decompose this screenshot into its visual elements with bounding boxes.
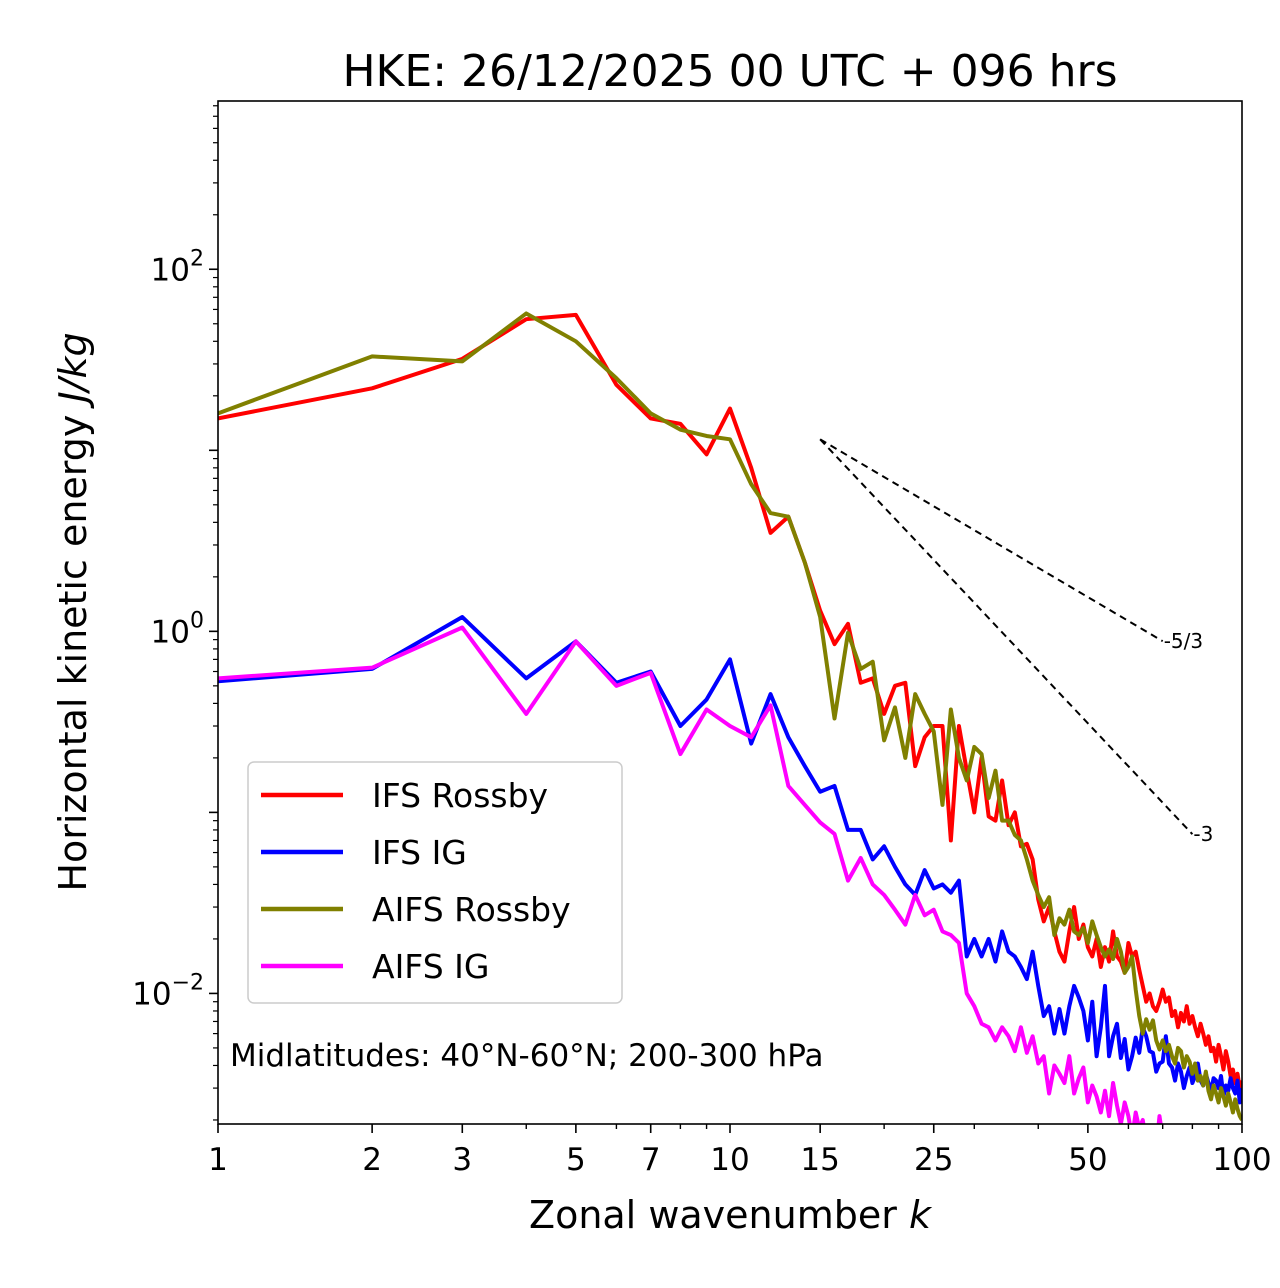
x-tick-label: 2 (362, 1142, 382, 1178)
y-axis-label: Horizontal kinetic energy J/kg (51, 332, 95, 891)
x-tick-label: 50 (1068, 1142, 1107, 1178)
legend-label-0: IFS Rossby (372, 776, 548, 815)
y-tick-base: 10 (132, 976, 171, 1012)
reference-line-label-0: -5/3 (1164, 629, 1203, 653)
x-axis-label: Zonal wavenumber k (529, 1193, 933, 1237)
y-tick-label: 102 (151, 246, 204, 288)
y-axis-label-text: Horizontal kinetic energy (51, 415, 95, 892)
x-tick-label: 5 (566, 1142, 586, 1178)
series-layer (218, 311, 1242, 1124)
x-axis-ticks: 1 2 3 5 7 10 15 25 50 100 (208, 1124, 1272, 1178)
y-axis-label-units: J/kg (51, 332, 95, 409)
x-tick-label: 10 (710, 1142, 749, 1178)
y-tick-exponent: 2 (190, 246, 204, 271)
legend: IFS Rossby IFS IG AIFS Rossby AIFS IG (247, 761, 623, 1004)
x-tick-label: 7 (641, 1142, 661, 1178)
series-line-2 (218, 311, 1242, 1121)
y-tick-exponent: 0 (190, 608, 204, 633)
legend-label-1: IFS IG (372, 833, 467, 872)
series-line-3 (218, 625, 1163, 1124)
legend-box (247, 761, 623, 1004)
reference-line-1 (819, 438, 1194, 835)
x-tick-label: 100 (1212, 1142, 1271, 1178)
x-tick-label: 1 (208, 1142, 228, 1178)
reference-line-0 (819, 438, 1164, 643)
x-tick-label: 3 (452, 1142, 472, 1178)
y-tick-base: 10 (151, 614, 190, 650)
region-annotation: Midlatitudes: 40°N-60°N; 200-300 hPa (230, 1038, 824, 1074)
legend-label-2: AIFS Rossby (372, 890, 571, 929)
chart-title: HKE: 26/12/2025 00 UTC + 096 hrs (342, 46, 1117, 97)
y-tick-exponent: −2 (172, 970, 204, 995)
x-axis-label-text: Zonal wavenumber (529, 1193, 897, 1237)
reference-line-label-1: -3 (1193, 822, 1213, 846)
reference-slopes: -5/3 -3 (819, 438, 1213, 846)
y-tick-base: 10 (151, 252, 190, 288)
legend-label-3: AIFS IG (372, 947, 489, 986)
y-tick-label: 10−2 (132, 970, 204, 1012)
x-tick-label: 15 (800, 1142, 839, 1178)
x-axis-label-variable: k (909, 1193, 933, 1237)
y-tick-label: 100 (151, 608, 204, 650)
x-tick-label: 25 (914, 1142, 953, 1178)
